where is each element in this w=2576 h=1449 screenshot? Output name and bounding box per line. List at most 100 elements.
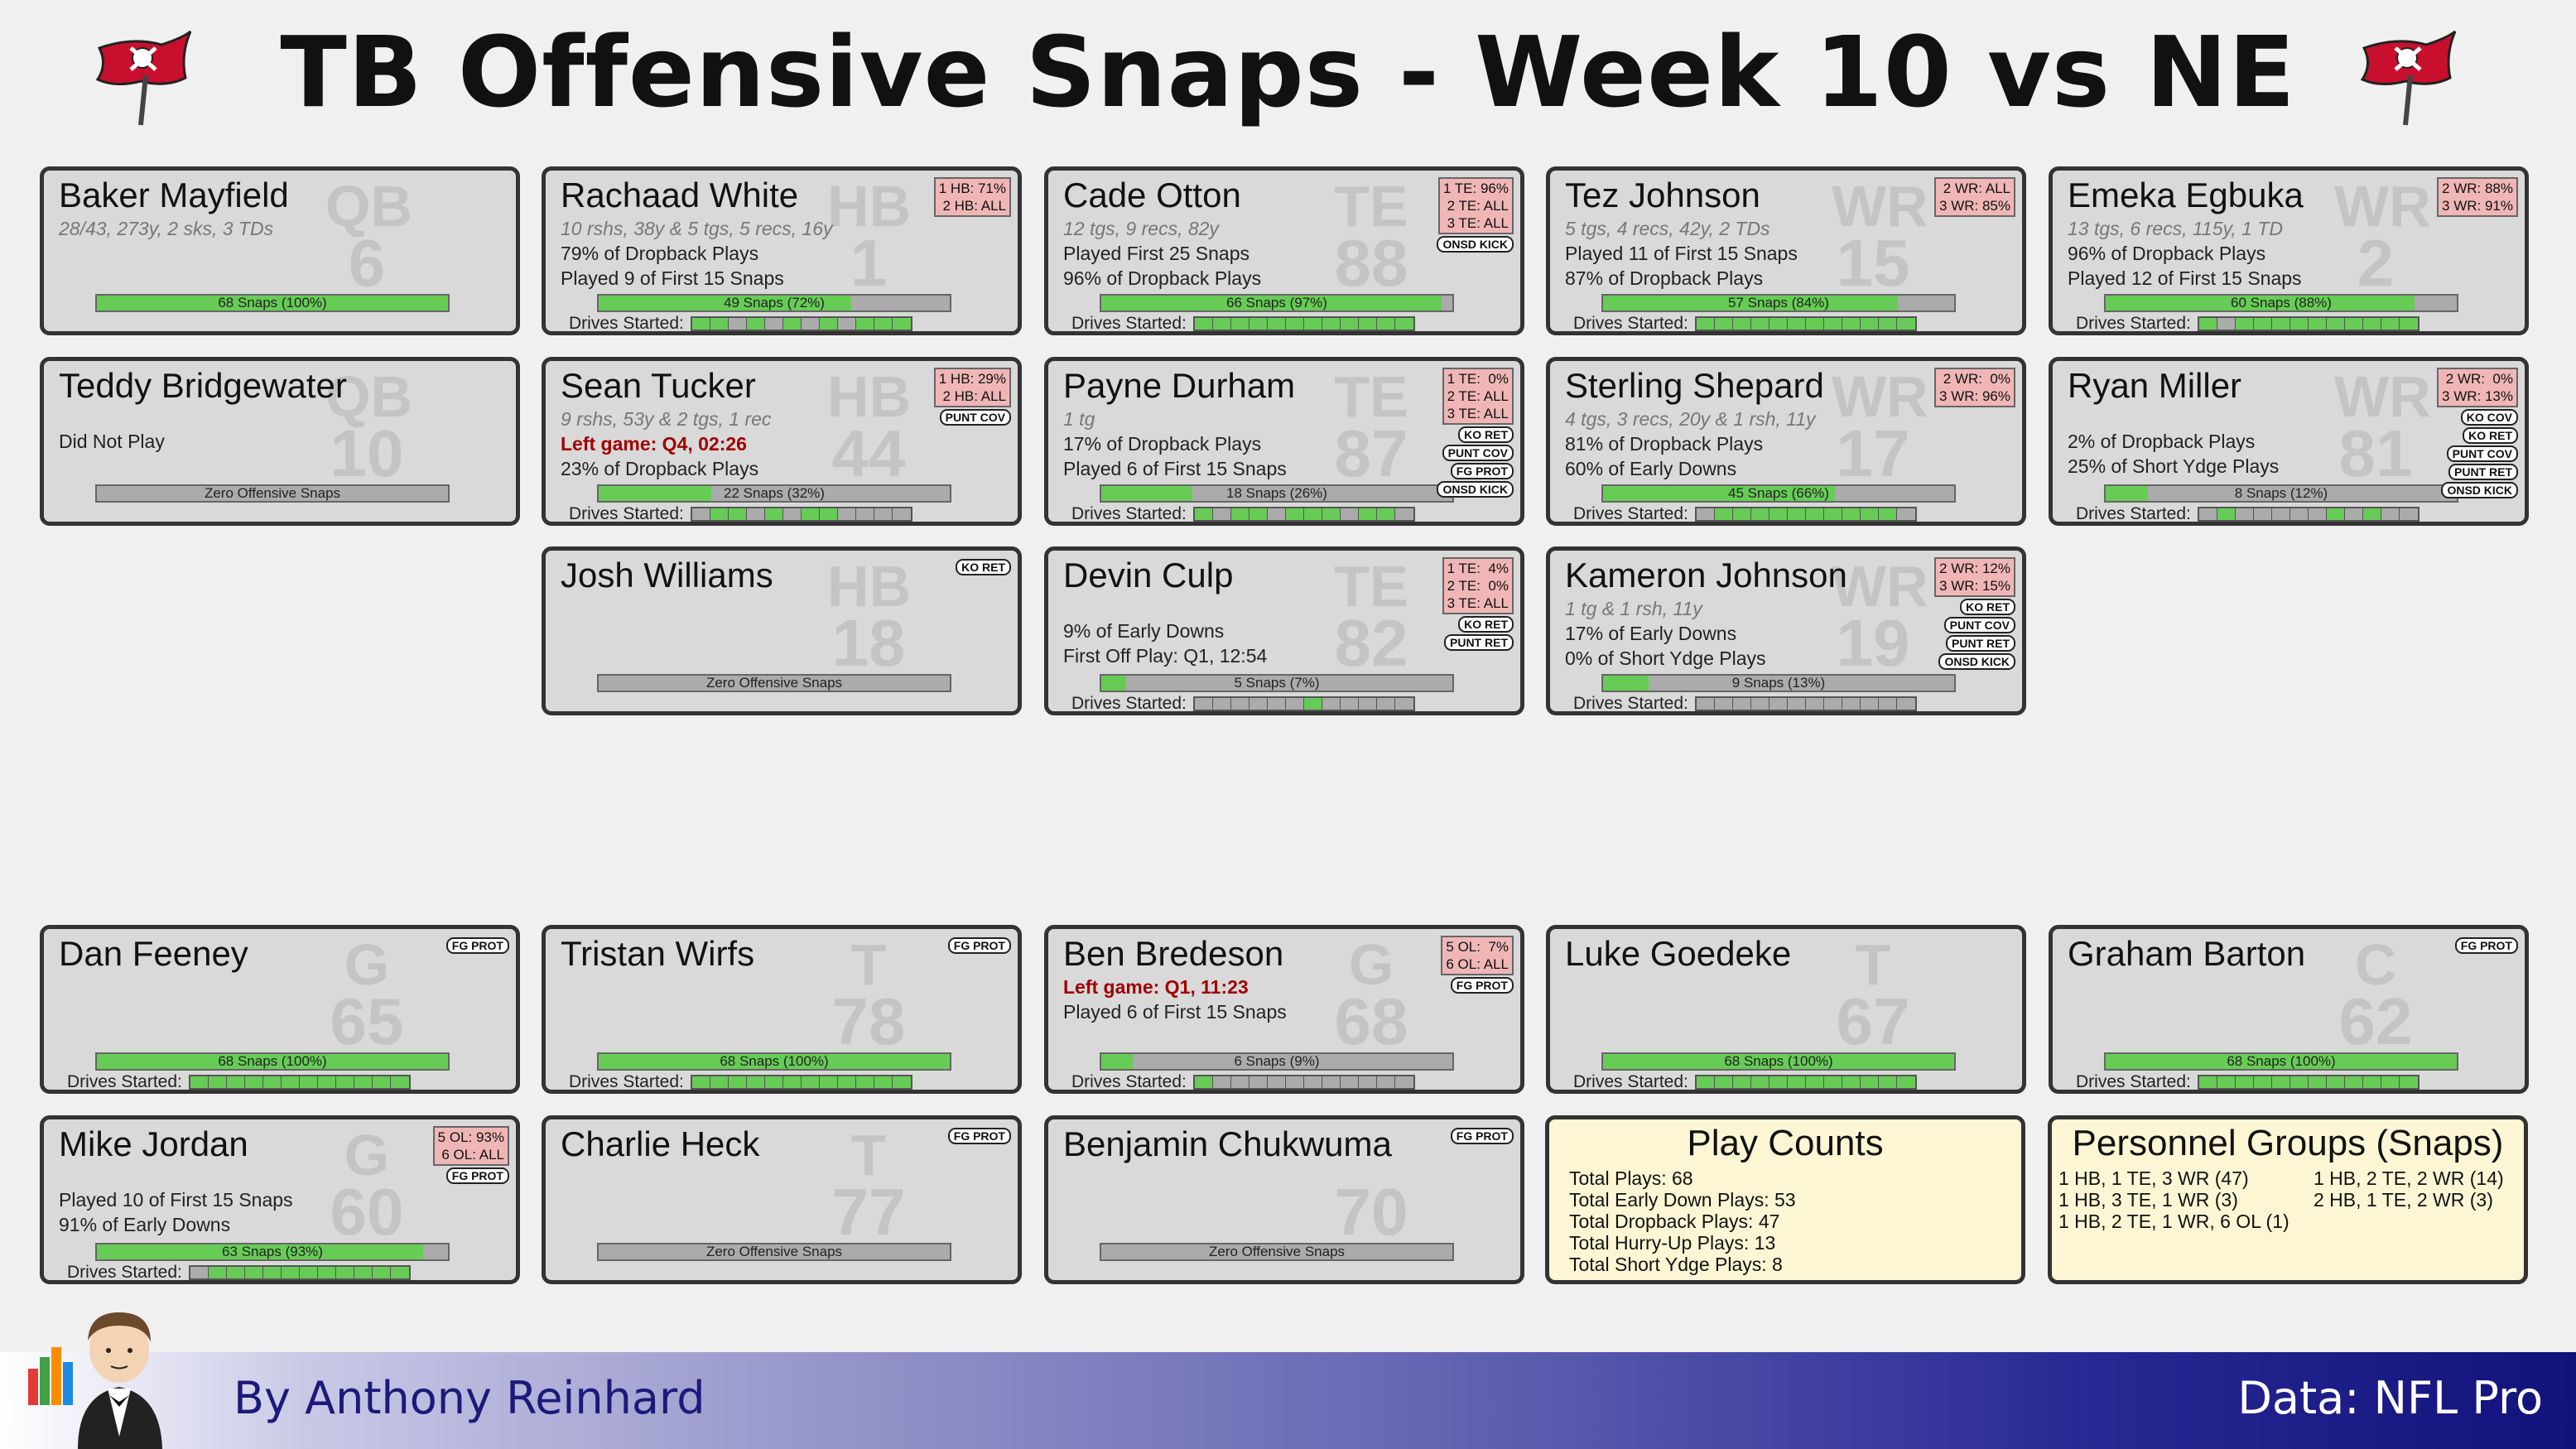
- snap-share-bar: 68 Snaps (100%): [95, 294, 450, 312]
- special-teams-tag: ONSD KICK: [1437, 236, 1514, 253]
- drive-segment: [1376, 318, 1395, 330]
- snap-share-bar: Zero Offensive Snaps: [1100, 1243, 1454, 1261]
- drive-segment: [710, 318, 729, 330]
- drive-segment: [1769, 698, 1788, 710]
- drive-segment: [1696, 1076, 1715, 1088]
- drive-segment: [1340, 1076, 1359, 1088]
- drive-segment: [226, 1076, 245, 1088]
- special-teams-tag: PUNT RET: [1444, 634, 1514, 651]
- special-teams-tags: FG PROT: [947, 1128, 1011, 1144]
- drives-started-row: Drives Started:: [1573, 504, 1917, 523]
- special-teams-tag: PUNT COV: [1442, 445, 1514, 461]
- snap-share-fill: [97, 296, 448, 310]
- position-share-badge: 1 HB: 29% 2 HB: ALL: [933, 368, 1011, 407]
- snap-count-label: 57 Snaps (84%): [1728, 295, 1829, 310]
- snap-share-fill: [1101, 1054, 1134, 1069]
- player-card: WR 17 Sterling Shepard 2 WR: 0% 3 WR: 96% 4 …: [1546, 357, 2026, 526]
- snap-share-fill: [1603, 1054, 1954, 1069]
- stat-line: 12 tgs, 9 recs, 82y: [1063, 218, 1219, 239]
- drive-segment: [1750, 698, 1769, 710]
- position-watermark: HB: [827, 554, 912, 619]
- drive-segment: [281, 1267, 300, 1278]
- snap-share-fill: [2106, 486, 2148, 501]
- special-teams-tag: PUNT COV: [1943, 617, 2015, 633]
- drive-segment: [874, 1076, 893, 1088]
- drive-segment: [2344, 508, 2363, 520]
- drive-segment: [1696, 318, 1715, 330]
- drive-segment: [691, 318, 710, 330]
- drive-segments: [1192, 316, 1415, 331]
- snap-count-label: 60 Snaps (88%): [2231, 295, 2332, 310]
- drive-segment: [244, 1076, 263, 1088]
- drive-segment: [208, 1267, 227, 1278]
- usage-line: 81% of Dropback Plays: [1565, 433, 1764, 455]
- drive-segment: [1896, 1076, 1915, 1088]
- drive-segment: [2217, 318, 2236, 330]
- drive-segment: [1340, 508, 1359, 520]
- drive-segment: [819, 318, 838, 330]
- snap-share-bar: 68 Snaps (100%): [2104, 1052, 2458, 1071]
- player-name: Mike Jordan: [59, 1124, 248, 1163]
- special-teams-tag: KO RET: [1960, 599, 2015, 615]
- snap-share-bar: Zero Offensive Snaps: [597, 674, 951, 692]
- drive-segment: [801, 318, 820, 330]
- snap-share-bar: 45 Snaps (66%): [1601, 484, 1956, 503]
- jersey-number-watermark: 60: [330, 1175, 404, 1249]
- drive-segment: [2198, 318, 2217, 330]
- drive-segment: [1303, 1076, 1322, 1088]
- player-card: T 77 Charlie Heck FG PROT Zero Offensive Sna…: [542, 1115, 1022, 1284]
- drive-segment: [728, 508, 747, 520]
- special-teams-tags: PUNT COV: [939, 409, 1011, 426]
- special-teams-tag: ONSD KICK: [1437, 481, 1514, 498]
- drive-segments: [1694, 696, 1917, 711]
- usage-line: Played First 25 Snaps: [1063, 243, 1250, 264]
- special-teams-tag: ONSD KICK: [2441, 482, 2518, 498]
- drive-segments: [188, 1265, 411, 1280]
- drive-segment: [2326, 508, 2345, 520]
- drive-segment: [2399, 1076, 2418, 1088]
- snap-share-fill: [599, 296, 852, 310]
- special-teams-tags: KO RET PUNT RET: [1444, 616, 1514, 651]
- play-counts-title: Play Counts: [1687, 1123, 1884, 1163]
- drives-started-label: Drives Started:: [1573, 504, 1688, 523]
- stat-line: 1 tg: [1063, 408, 1095, 430]
- snap-share-fill: [1101, 296, 1442, 310]
- drive-segment: [1212, 1076, 1231, 1088]
- drive-segment: [819, 1076, 838, 1088]
- snap-share-bar: 60 Snaps (88%): [2104, 294, 2458, 312]
- usage-line: 96% of Dropback Plays: [1063, 267, 1262, 289]
- play-counts-list: Total Plays: 68 Total Early Down Plays: …: [1569, 1167, 1796, 1275]
- drive-segment: [1394, 698, 1413, 710]
- drive-segment: [1860, 698, 1879, 710]
- special-teams-tag: FG PROT: [2454, 937, 2518, 954]
- drive-segment: [2344, 1076, 2363, 1088]
- drives-started-label: Drives Started:: [2076, 314, 2191, 333]
- drive-segment: [1732, 1076, 1751, 1088]
- drives-started-row: Drives Started:: [1573, 314, 1917, 331]
- snap-share-fill: [1101, 676, 1126, 691]
- special-teams-tags: FG PROT: [445, 1167, 509, 1184]
- special-teams-tags: KO RET: [956, 559, 1011, 575]
- snap-share-fill: [1603, 296, 1899, 310]
- drive-segment: [1376, 508, 1395, 520]
- player-card: C 62 Graham Barton FG PROT 68 Snaps (100%) Dr…: [2049, 925, 2529, 1094]
- drive-segments: [2197, 507, 2420, 522]
- drive-segments: [1694, 316, 1917, 331]
- special-teams-tags: KO RET PUNT COV FG PROT ONSD KICK: [1437, 426, 1514, 498]
- special-teams-tag: FG PROT: [445, 1167, 509, 1184]
- drive-segment: [2253, 1076, 2272, 1088]
- snap-count-label: Zero Offensive Snaps: [705, 675, 843, 691]
- drive-segment: [1303, 698, 1322, 710]
- player-name: Ben Bredeson: [1063, 934, 1284, 973]
- drive-segment: [1787, 318, 1806, 330]
- drive-segment: [801, 1076, 820, 1088]
- drive-segment: [1714, 318, 1733, 330]
- play-count-item: Total Early Down Plays: 53: [1569, 1189, 1796, 1211]
- player-name: Emeka Egbuka: [2068, 176, 2304, 214]
- drive-segment: [2381, 318, 2400, 330]
- special-teams-tag: KO RET: [956, 559, 1011, 575]
- drive-segment: [1896, 318, 1915, 330]
- snap-share-bar: 57 Snaps (84%): [1601, 294, 1956, 312]
- left-game-note: Left game: Q1, 11:23: [1063, 976, 1249, 998]
- drive-segment: [691, 508, 710, 520]
